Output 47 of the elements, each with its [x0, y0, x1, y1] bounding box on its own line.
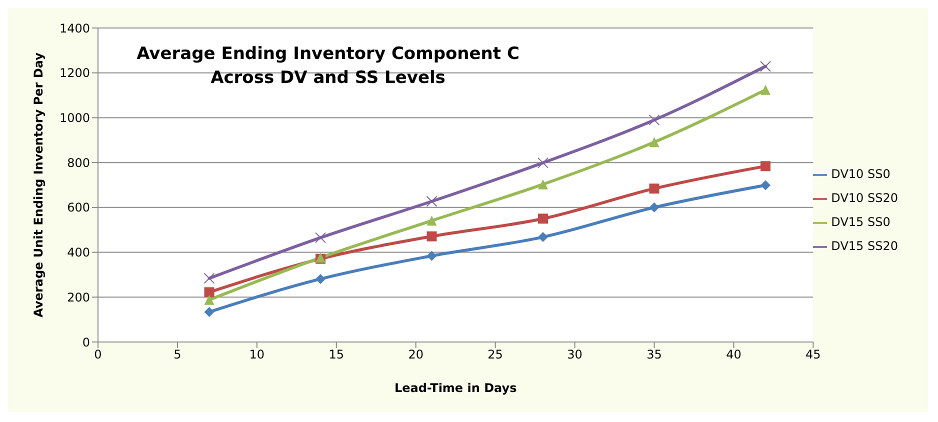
y-tick-label: 200	[67, 290, 90, 304]
x-tick-label: 0	[94, 348, 102, 362]
y-tick-label: 1200	[59, 66, 90, 80]
point	[649, 202, 660, 212]
y-axis-title: Average Unit Ending Inventory Per Day	[31, 52, 46, 318]
text: Average Ending Inventory Component C Across DV and SS Levels	[136, 43, 520, 90]
point	[760, 84, 770, 95]
y-tick-label: 800	[67, 156, 90, 170]
x-tick-label: 30	[567, 348, 582, 362]
legend-label: DV10 SS0	[831, 167, 890, 181]
point	[426, 216, 437, 226]
x-tick-label: 5	[174, 348, 182, 362]
point	[426, 196, 438, 207]
point	[315, 232, 326, 244]
point	[649, 184, 660, 194]
y-tick-label: 0	[82, 335, 90, 350]
point	[760, 180, 770, 190]
point	[426, 231, 437, 242]
x-tick-label: 45	[806, 348, 821, 362]
point	[204, 287, 214, 298]
point	[316, 274, 326, 284]
point	[204, 272, 215, 284]
point	[204, 294, 214, 305]
point	[538, 232, 548, 242]
x-tick-label: 40	[726, 348, 742, 362]
y-tick-label: 1400	[59, 21, 90, 36]
point	[537, 157, 548, 168]
x-tick-label: 15	[328, 348, 344, 362]
y-tick-label: 600	[67, 200, 90, 215]
point	[204, 306, 214, 317]
point	[760, 60, 771, 72]
y-tick-label: 1000	[59, 110, 90, 125]
y-tick-label: 400	[67, 246, 90, 260]
x-tick-label: 20	[408, 348, 424, 362]
point	[649, 137, 660, 148]
x-axis-title: Lead-Time in Days	[394, 381, 517, 395]
legend-label: DV15 SS0	[831, 215, 890, 229]
point	[538, 179, 548, 190]
legend-label: DV10 SS20	[831, 191, 898, 205]
x-tick-label: 35	[646, 348, 662, 362]
legend-label: DV15 SS20	[831, 239, 898, 253]
point	[538, 214, 548, 224]
point	[426, 250, 437, 261]
x-tick-label: 10	[249, 348, 265, 362]
point	[760, 161, 770, 172]
x-tick-label: 25	[488, 348, 503, 362]
point	[648, 114, 660, 126]
